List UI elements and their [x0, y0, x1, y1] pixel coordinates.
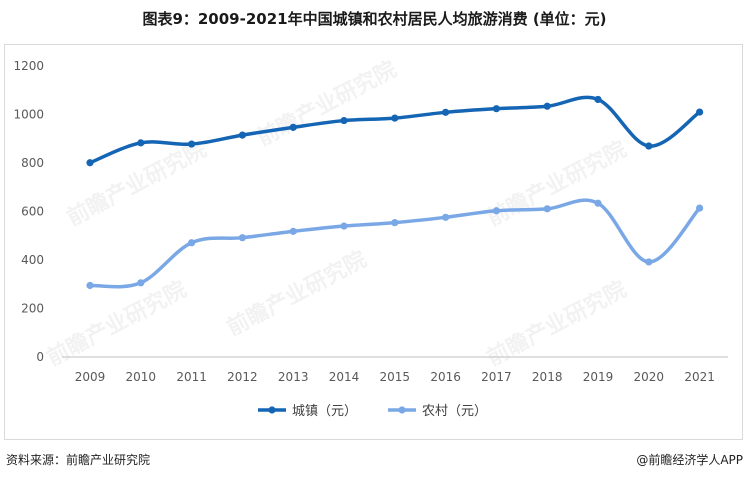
data-point: [137, 139, 145, 147]
y-tick-label: 1000: [13, 108, 44, 122]
data-point: [289, 227, 297, 235]
data-point: [188, 140, 196, 148]
y-tick-label: 200: [21, 302, 44, 316]
data-point: [696, 204, 704, 212]
x-tick-label: 2012: [227, 370, 258, 384]
data-point: [188, 239, 196, 247]
y-tick-label: 0: [36, 350, 44, 364]
source-note: 资料来源：前瞻产业研究院: [6, 453, 151, 467]
data-point: [645, 258, 653, 266]
watermark-text: 前瞻产业研究院: [63, 136, 211, 231]
x-tick-label: 2013: [278, 370, 309, 384]
data-point: [340, 116, 348, 125]
legend-swatch-dot: [398, 406, 406, 414]
y-tick-label: 1200: [13, 59, 44, 73]
x-tick-label: 2020: [634, 370, 665, 384]
x-tick-label: 2015: [380, 370, 411, 384]
chart-title: 图表9：2009-2021年中国城镇和农村居民人均旅游消费 (单位：元): [142, 10, 607, 28]
x-tick-label: 2014: [329, 370, 360, 384]
data-point: [442, 108, 450, 116]
watermark-text: 前瞻产业研究院: [223, 246, 371, 341]
y-tick-label: 600: [21, 205, 44, 219]
data-point: [238, 234, 246, 242]
watermark-text: 前瞻产业研究院: [483, 136, 631, 231]
legend-label: 城镇（元）: [292, 404, 357, 419]
data-point: [340, 222, 348, 230]
chart-frame: [4, 44, 743, 440]
x-tick-label: 2017: [481, 370, 512, 384]
data-point: [543, 205, 551, 213]
data-point: [86, 281, 94, 290]
data-point: [594, 199, 602, 207]
data-point: [391, 114, 399, 122]
data-point: [289, 123, 297, 131]
x-tick-label: 2016: [430, 370, 461, 384]
data-point: [645, 142, 653, 150]
y-tick-label: 400: [21, 253, 44, 267]
data-point: [137, 279, 145, 287]
data-point: [543, 102, 551, 110]
data-point: [492, 105, 500, 113]
watermark-text: 前瞻产业研究院: [253, 56, 401, 151]
x-tick-label: 2009: [75, 370, 106, 384]
data-point: [391, 219, 399, 227]
credit-note: @前瞻经济学人APP: [636, 453, 743, 467]
data-point: [594, 95, 602, 104]
y-tick-label: 800: [21, 156, 44, 170]
x-tick-label: 2021: [684, 370, 715, 384]
data-point: [696, 108, 704, 116]
data-point: [442, 213, 450, 221]
data-point: [86, 159, 94, 167]
x-tick-label: 2011: [176, 370, 207, 384]
data-point: [238, 131, 246, 139]
legend-label: 农村（元）: [422, 404, 487, 419]
x-tick-label: 2019: [583, 370, 614, 384]
x-tick-label: 2010: [126, 370, 157, 384]
series-line-rural: [88, 198, 702, 289]
data-point: [492, 207, 500, 215]
x-tick-label: 2018: [532, 370, 563, 384]
legend-swatch-dot: [268, 406, 276, 414]
